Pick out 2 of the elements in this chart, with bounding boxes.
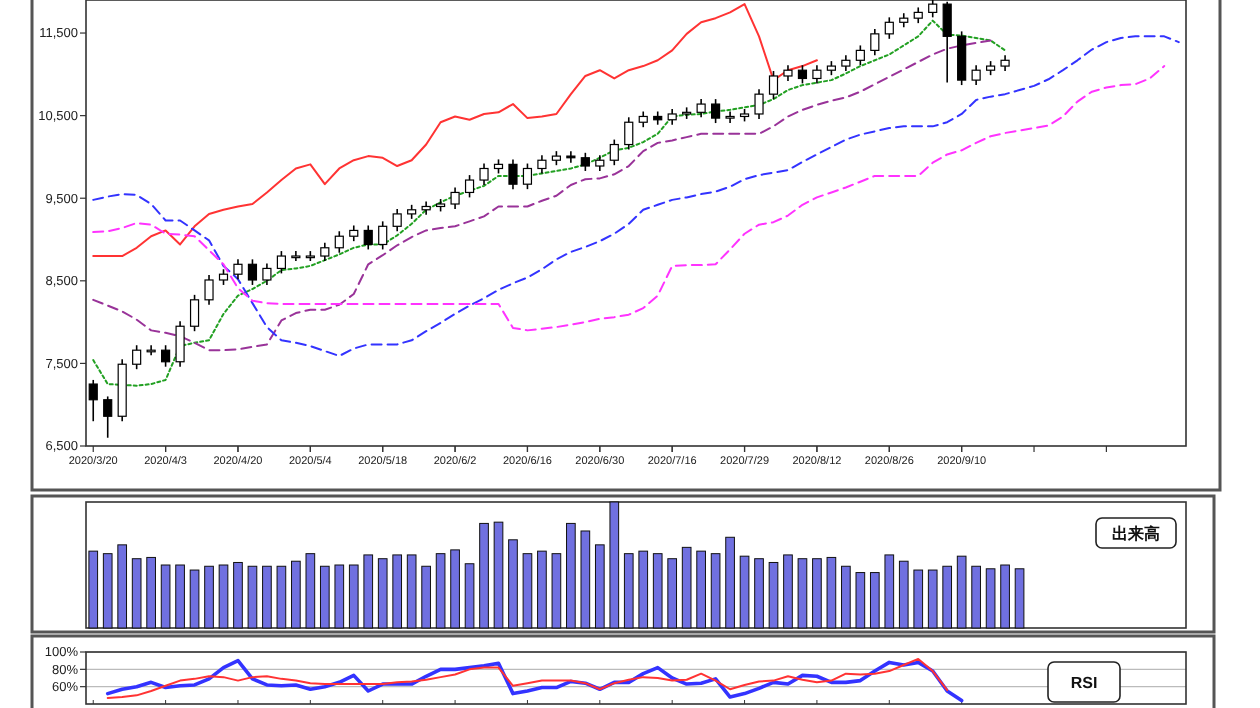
text: RSI xyxy=(1070,674,1098,692)
text: 出来高 xyxy=(1112,523,1160,543)
